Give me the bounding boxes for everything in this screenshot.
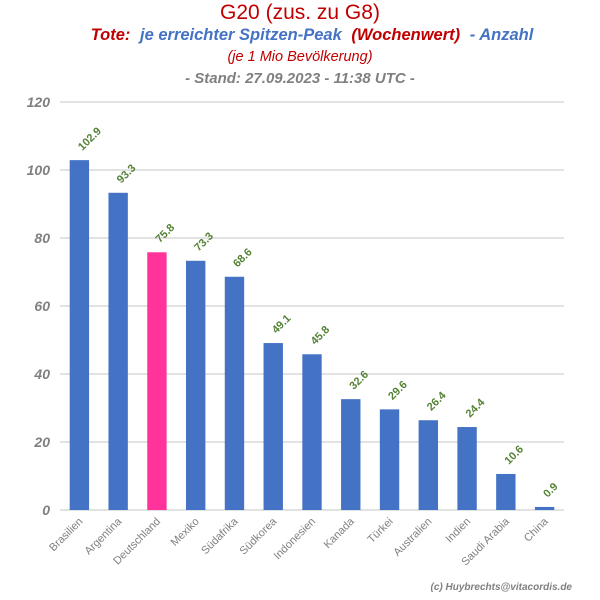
bar [379,409,400,510]
bar [263,343,283,510]
x-tick-label: Indonesien [272,516,319,563]
data-label: 45.8 [309,324,333,348]
y-axis: 0 20 40 60 80 100 120 [27,94,51,518]
bar [534,506,555,510]
bar [341,399,361,510]
data-label: 29.6 [386,379,410,403]
data-label: 32.6 [347,369,371,393]
data-label: 73.3 [192,230,216,254]
bar [69,160,90,510]
data-label: 49.1 [270,313,294,337]
data-label: 93.3 [115,162,139,186]
footer-credit: (c) Huybrechts@vitacordis.de [431,582,573,593]
data-label: 24.4 [464,396,488,420]
y-tick-label: 0 [42,502,50,518]
bar [147,252,167,510]
subtitle-part-1: Tote: [91,26,131,44]
y-tick-label: 100 [27,162,51,178]
bar [418,420,438,510]
bar [186,260,206,510]
y-tick-label: 40 [33,366,50,382]
x-tick-label: Kanada [322,515,358,551]
bar [457,427,477,510]
bar [496,473,516,510]
data-label: 0.9 [541,481,560,500]
y-tick-label: 80 [34,230,50,246]
subtitle-part-3: (Wochenwert) [351,26,460,44]
x-tick-label: China [522,515,551,544]
data-label: 68.6 [231,246,255,270]
subtitle-line-2: (je 1 Mio Bevölkerung) [227,49,372,65]
y-tick-label: 120 [27,94,51,110]
x-tick-label: Mexiko [169,516,202,549]
chart-subtitle: Tote: je erreichter Spitzen-Peak (Wochen… [91,26,534,44]
data-label: 75.8 [154,222,178,246]
chart-title: G20 (zus. zu G8) [220,1,380,24]
x-tick-label: Indien [444,516,474,546]
x-tick-label: Türkei [366,516,396,546]
data-label: 102.9 [76,125,104,153]
subtitle-part-4: - Anzahl [470,26,534,44]
data-label: 26.4 [425,389,449,413]
x-tick-label: Australien [391,516,434,559]
bar [108,192,128,510]
bar [224,276,245,510]
y-tick-label: 20 [33,434,50,450]
x-tick-label: Südafrika [199,515,241,557]
subtitle-line-3: - Stand: 27.09.2023 - 11:38 UTC - [185,70,415,87]
subtitle-part-2: je erreichter Spitzen-Peak [138,26,343,44]
x-tick-label: Brasilien [47,516,85,554]
y-tick-label: 60 [34,298,50,314]
bar [302,354,322,510]
data-label: 10.6 [502,443,526,467]
bars [69,160,555,510]
